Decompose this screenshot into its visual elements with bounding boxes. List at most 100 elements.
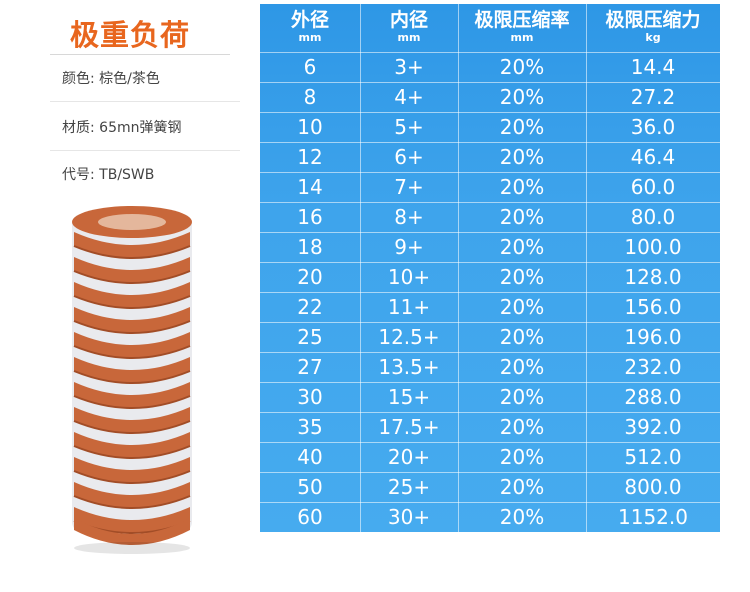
- cell-compression-force: 46.4: [630, 145, 676, 169]
- spring-coil-shade: [73, 270, 191, 284]
- header-title: 极限压缩力: [605, 9, 701, 31]
- spec-table: 外径 mm 内径 mm 极限压缩率 mm 极限压缩力 kg 6 3+ 20% 14.4…: [260, 4, 720, 533]
- header-title: 极限压缩率: [474, 9, 570, 31]
- spring-coil: [74, 332, 190, 358]
- title-divider: [50, 54, 230, 55]
- spring-coil: [74, 382, 190, 408]
- row-divider: [260, 322, 720, 323]
- cell-inner-diameter: 13.5+: [378, 355, 440, 379]
- header-inner-diameter: 内径 mm: [360, 4, 458, 54]
- header-unit: mm: [510, 31, 534, 44]
- spec-material: 材质: 65mn弹簧钢: [62, 117, 242, 137]
- spring-coil: [74, 232, 190, 258]
- cell-inner-diameter: 20+: [387, 445, 431, 469]
- cell-inner-diameter: 17.5+: [378, 415, 440, 439]
- cell-inner-diameter: 25+: [387, 475, 431, 499]
- table-row: 10 5+ 20% 36.0: [260, 112, 720, 142]
- row-divider: [260, 142, 720, 143]
- row-divider: [260, 442, 720, 443]
- cell-compression-rate: 20%: [499, 415, 545, 439]
- cell-compression-rate: 20%: [499, 115, 545, 139]
- header-compression-force: 极限压缩力 kg: [586, 4, 720, 54]
- row-divider: [260, 82, 720, 83]
- spring-coil: [74, 507, 190, 533]
- cell-outer-diameter: 30: [297, 385, 323, 409]
- spring-coil: [74, 307, 190, 333]
- cell-compression-force: 196.0: [624, 325, 682, 349]
- spring-coil-shade: [73, 495, 191, 509]
- cell-compression-force: 1152.0: [618, 505, 688, 529]
- row-divider: [260, 352, 720, 353]
- cell-inner-diameter: 10+: [387, 265, 431, 289]
- cell-compression-rate: 20%: [499, 355, 545, 379]
- cell-compression-force: 36.0: [630, 115, 676, 139]
- row-divider: [260, 502, 720, 503]
- spec-material-value: 65mn弹簧钢: [99, 120, 182, 136]
- spring-coil: [74, 482, 190, 508]
- header-unit: mm: [397, 31, 421, 44]
- cell-compression-force: 800.0: [624, 475, 682, 499]
- cell-outer-diameter: 50: [297, 475, 323, 499]
- cell-outer-diameter: 6: [303, 55, 317, 79]
- row-divider: [260, 262, 720, 263]
- row-divider: [260, 112, 720, 113]
- cell-compression-force: 156.0: [624, 295, 682, 319]
- cell-compression-rate: 20%: [499, 205, 545, 229]
- table-row: 25 12.5+ 20% 196.0: [260, 322, 720, 352]
- cell-outer-diameter: 18: [297, 235, 323, 259]
- cell-inner-diameter: 9+: [394, 235, 424, 259]
- spring-coil-shade: [73, 295, 191, 309]
- cell-inner-diameter: 6+: [394, 145, 424, 169]
- spring-coil-shade: [73, 245, 191, 259]
- cell-compression-rate: 20%: [499, 55, 545, 79]
- cell-outer-diameter: 25: [297, 325, 323, 349]
- cell-compression-force: 80.0: [630, 205, 676, 229]
- spec-color-value: 棕色/茶色: [99, 71, 160, 87]
- cell-compression-rate: 20%: [499, 235, 545, 259]
- table-row: 18 9+ 20% 100.0: [260, 232, 720, 262]
- spring-bottom-ring: [74, 518, 190, 545]
- spec-material-label: 材质:: [62, 120, 95, 136]
- cell-outer-diameter: 12: [297, 145, 323, 169]
- cell-compression-rate: 20%: [499, 505, 545, 529]
- spring-coil-shade: [73, 445, 191, 459]
- column-divider: [586, 4, 587, 532]
- cell-outer-diameter: 20: [297, 265, 323, 289]
- product-title: 极重负荷: [70, 18, 191, 52]
- header-compression-rate: 极限压缩率 mm: [458, 4, 586, 54]
- row-divider: [260, 382, 720, 383]
- spec-divider: [50, 150, 240, 151]
- spring-coil-shade: [73, 345, 191, 359]
- table-row: 50 25+ 20% 800.0: [260, 472, 720, 502]
- table-row: 35 17.5+ 20% 392.0: [260, 412, 720, 442]
- cell-compression-rate: 20%: [499, 445, 545, 469]
- header-title: 外径: [290, 9, 329, 31]
- spring-coil: [74, 357, 190, 383]
- cell-inner-diameter: 30+: [387, 505, 431, 529]
- cell-compression-force: 14.4: [630, 55, 676, 79]
- cell-outer-diameter: 27: [297, 355, 323, 379]
- table-row: 12 6+ 20% 46.4: [260, 142, 720, 172]
- spring-coil: [74, 282, 190, 308]
- cell-inner-diameter: 12.5+: [378, 325, 440, 349]
- table-row: 27 13.5+ 20% 232.0: [260, 352, 720, 382]
- row-divider: [260, 202, 720, 203]
- cell-compression-rate: 20%: [499, 265, 545, 289]
- cell-compression-force: 288.0: [624, 385, 682, 409]
- row-divider: [260, 172, 720, 173]
- cell-compression-force: 100.0: [624, 235, 682, 259]
- cell-inner-diameter: 5+: [394, 115, 424, 139]
- cell-outer-diameter: 14: [297, 175, 323, 199]
- cell-compression-rate: 20%: [499, 85, 545, 109]
- row-divider: [260, 52, 720, 53]
- cell-compression-force: 60.0: [630, 175, 676, 199]
- cell-outer-diameter: 16: [297, 205, 323, 229]
- cell-compression-rate: 20%: [499, 385, 545, 409]
- table-row: 20 10+ 20% 128.0: [260, 262, 720, 292]
- cell-inner-diameter: 8+: [394, 205, 424, 229]
- cell-inner-diameter: 15+: [387, 385, 431, 409]
- cell-inner-diameter: 11+: [387, 295, 431, 319]
- table-row: 30 15+ 20% 288.0: [260, 382, 720, 412]
- table-row: 40 20+ 20% 512.0: [260, 442, 720, 472]
- table-row: 60 30+ 20% 1152.0: [260, 502, 720, 532]
